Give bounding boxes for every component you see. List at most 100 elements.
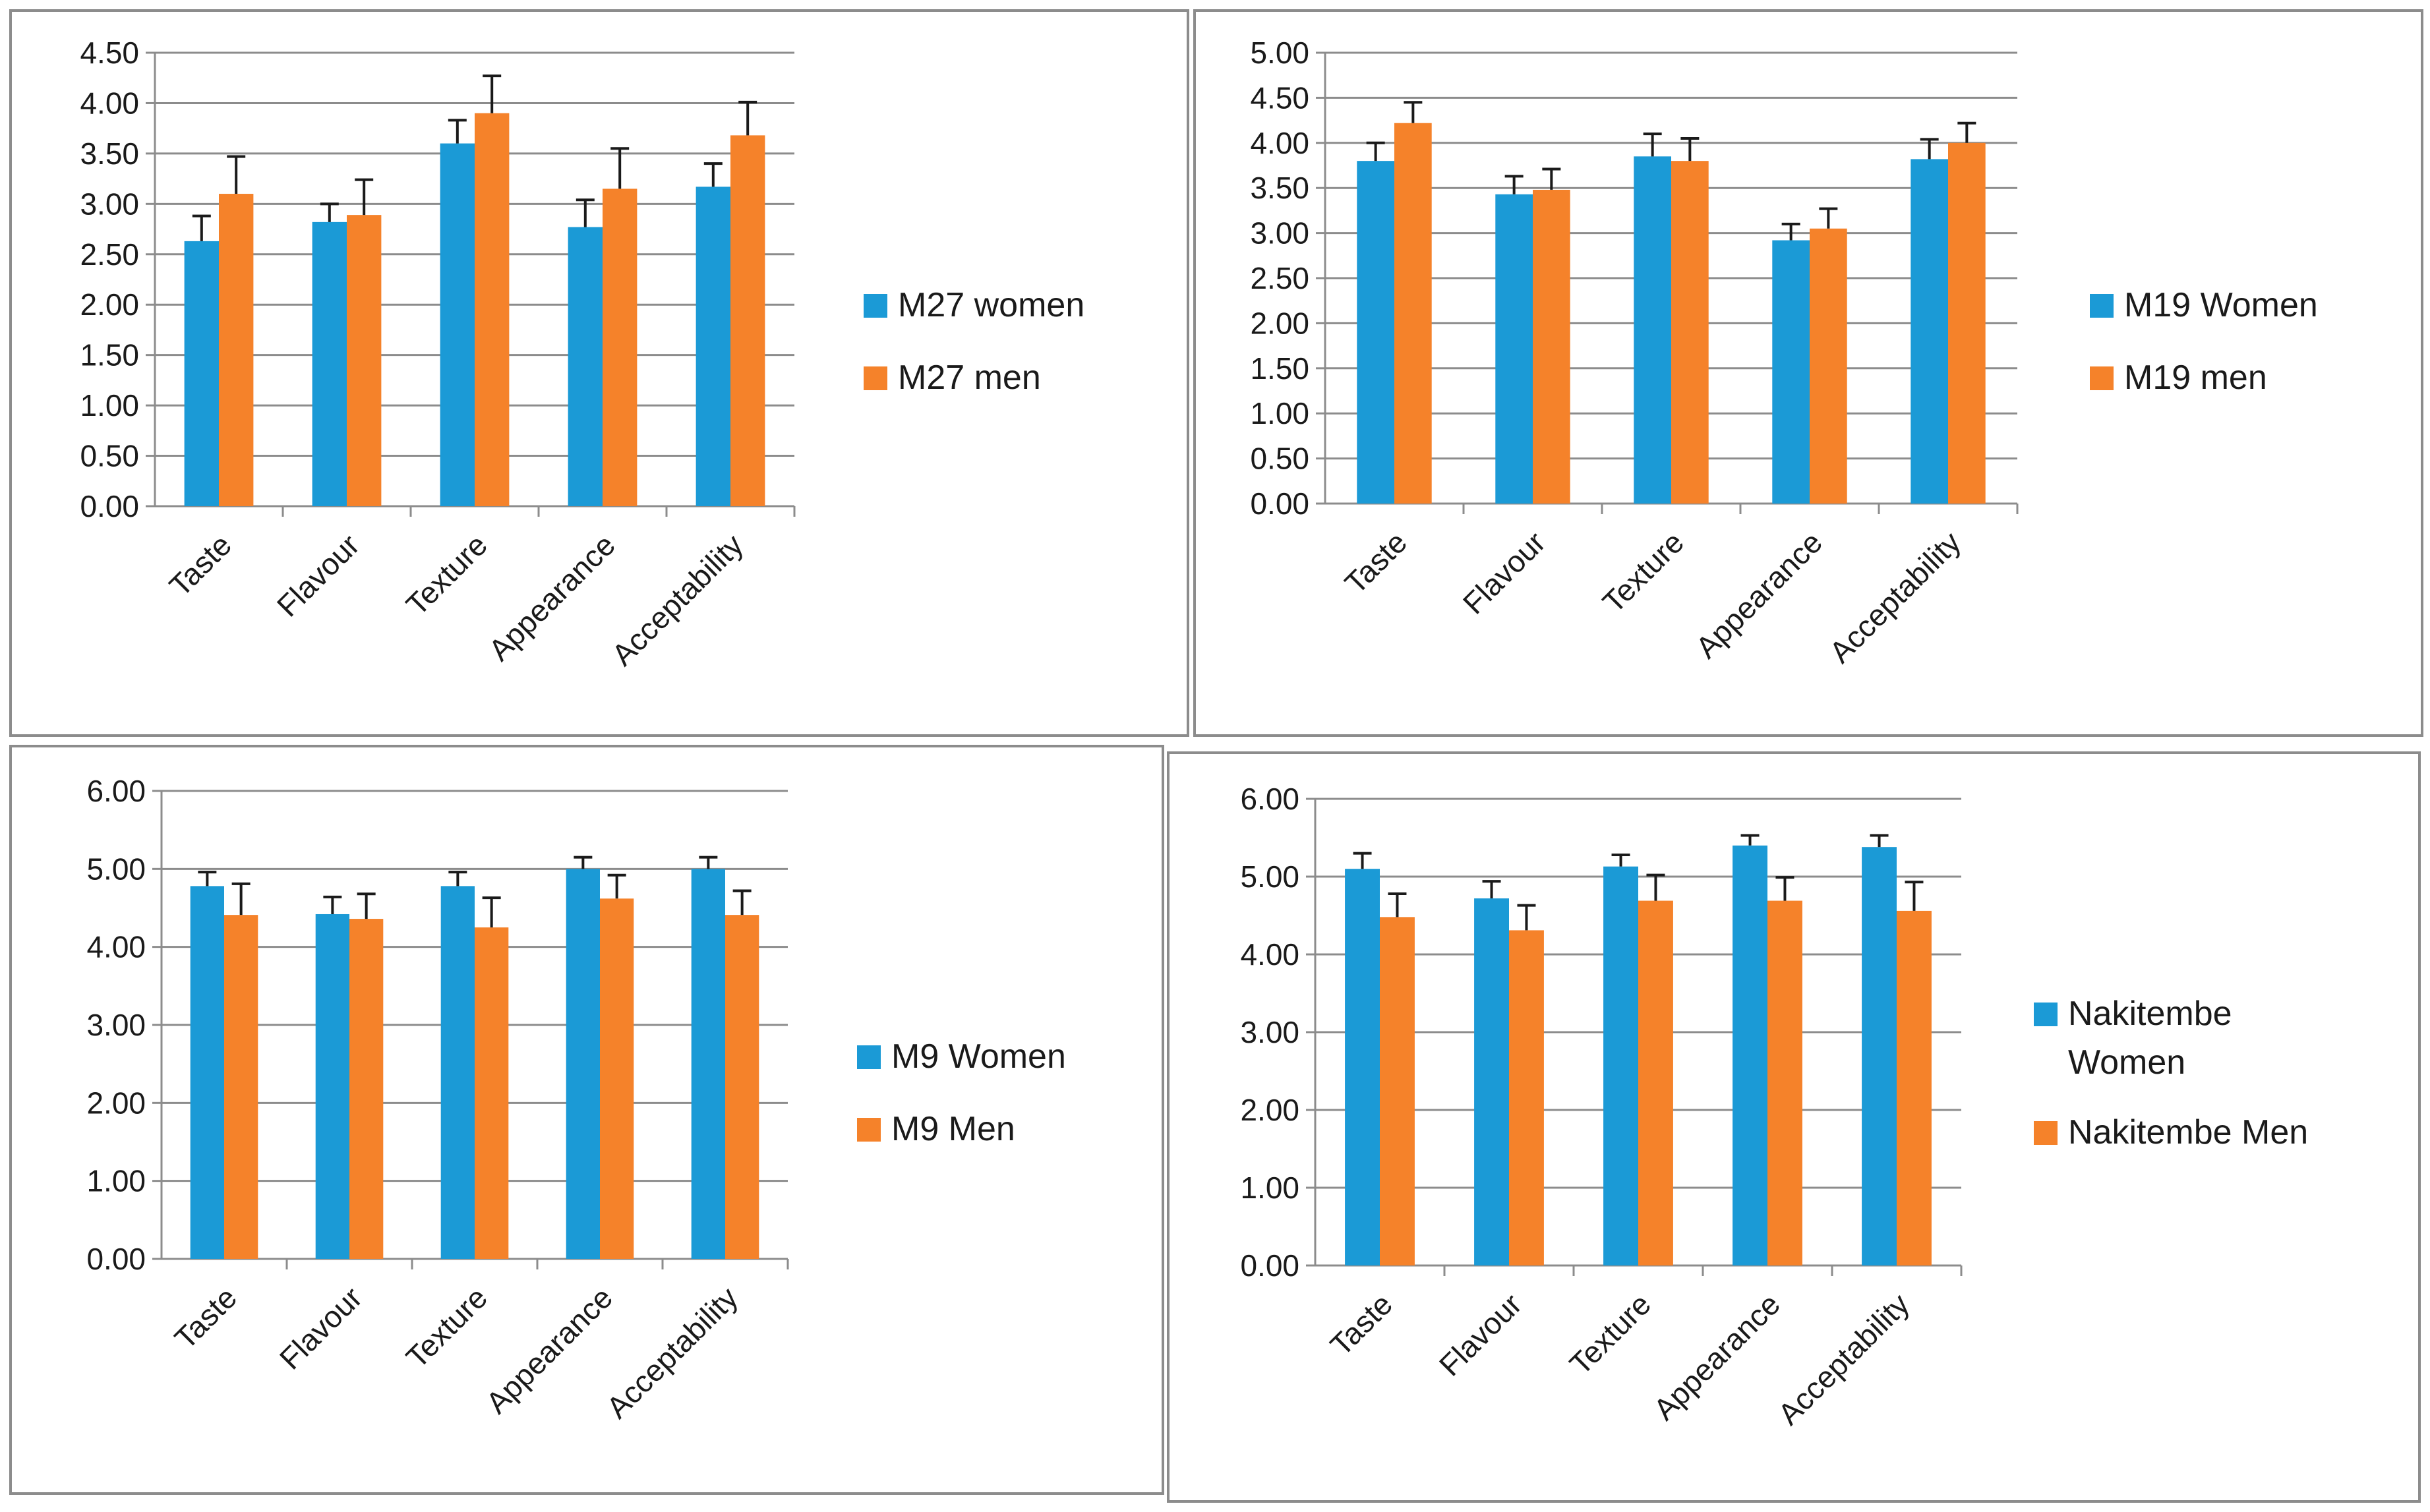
error-bar bbox=[1920, 138, 1939, 160]
error-bar bbox=[1366, 141, 1385, 161]
y-tick-label: 6.00 bbox=[86, 774, 146, 808]
error-bar bbox=[1870, 834, 1889, 848]
legend-swatch bbox=[2090, 294, 2114, 318]
error-bar bbox=[1957, 121, 1976, 143]
bar-nakitembe-women-taste bbox=[1345, 869, 1380, 1265]
bar-nakitembe-men-texture bbox=[1638, 900, 1673, 1265]
error-bar bbox=[1404, 101, 1423, 123]
y-tick-label: 4.50 bbox=[80, 36, 139, 70]
legend-label: M19 Women bbox=[2124, 286, 2318, 324]
bar-nakitembe-men-appearance bbox=[1767, 900, 1802, 1265]
legend-label: M9 Women bbox=[891, 1037, 1066, 1076]
bar-m19-men-texture bbox=[1671, 161, 1709, 504]
error-bar bbox=[227, 155, 246, 194]
error-bar bbox=[1504, 175, 1524, 194]
error-bar bbox=[483, 74, 502, 113]
legend-label-line: M9 Men bbox=[891, 1110, 1015, 1148]
legend-swatch bbox=[857, 1045, 881, 1069]
bar-m19-women-acceptability bbox=[1911, 159, 1948, 504]
legend-label-line: M19 Women bbox=[2124, 286, 2318, 324]
error-bar bbox=[607, 873, 626, 899]
bar-m19-women-flavour bbox=[1495, 194, 1533, 504]
legend-swatch bbox=[2034, 1003, 2058, 1026]
y-tick-label: 2.00 bbox=[1240, 1093, 1299, 1127]
legend-label-line: M27 women bbox=[898, 286, 1084, 324]
y-tick-label: 3.00 bbox=[80, 187, 139, 221]
error-bar bbox=[231, 882, 251, 916]
bar-m9-men-taste bbox=[224, 915, 258, 1259]
bar-m19-women-taste bbox=[1357, 161, 1394, 504]
legend-label: Nakitembe Men bbox=[2068, 1113, 2308, 1151]
error-bar bbox=[1680, 136, 1700, 161]
bar-m27-men-taste bbox=[219, 194, 254, 506]
y-tick-label: 1.00 bbox=[1240, 1171, 1299, 1205]
y-tick-label: 0.50 bbox=[80, 439, 139, 473]
bar-m19-women-texture bbox=[1634, 156, 1671, 504]
y-tick-label: 2.50 bbox=[1250, 261, 1309, 295]
error-bar bbox=[1775, 876, 1794, 901]
error-bar bbox=[610, 147, 630, 189]
y-tick-label: 0.50 bbox=[1250, 442, 1309, 476]
bar-m19-men-acceptability bbox=[1948, 142, 1986, 504]
bar-nakitembe-women-flavour bbox=[1474, 898, 1509, 1265]
error-bar bbox=[1388, 892, 1407, 917]
bar-nakitembe-women-appearance bbox=[1733, 845, 1767, 1265]
legend-label: M27 women bbox=[898, 286, 1084, 324]
y-tick-label: 2.50 bbox=[80, 237, 139, 272]
bar-m27-men-texture bbox=[475, 113, 510, 506]
bar-m19-women-appearance bbox=[1772, 240, 1810, 504]
y-tick-label: 4.00 bbox=[1240, 937, 1299, 972]
error-bar bbox=[1482, 880, 1501, 899]
y-tick-label: 3.50 bbox=[80, 136, 139, 171]
bar-m27-women-texture bbox=[440, 143, 475, 507]
y-tick-label: 2.00 bbox=[80, 287, 139, 322]
bar-m9-women-taste bbox=[190, 886, 224, 1259]
y-tick-label: 4.00 bbox=[1250, 126, 1309, 160]
error-bar bbox=[1643, 132, 1662, 157]
legend-label-line: M19 men bbox=[2124, 359, 2267, 397]
bar-m9-men-flavour bbox=[349, 919, 384, 1259]
bar-m27-women-taste bbox=[184, 241, 219, 506]
y-tick-label: 1.00 bbox=[86, 1164, 146, 1198]
y-tick-label: 2.00 bbox=[1250, 306, 1309, 340]
y-tick-label: 6.00 bbox=[1240, 782, 1299, 816]
error-bar bbox=[448, 871, 467, 887]
error-bar bbox=[1740, 834, 1760, 846]
legend-label-line: M27 men bbox=[898, 359, 1041, 397]
y-tick-label: 5.00 bbox=[1250, 36, 1309, 70]
error-bar bbox=[355, 178, 374, 216]
bar-m27-women-acceptability bbox=[696, 187, 730, 506]
y-tick-label: 5.00 bbox=[1240, 859, 1299, 894]
y-tick-label: 0.00 bbox=[86, 1242, 146, 1276]
bar-m27-men-acceptability bbox=[730, 135, 765, 506]
y-tick-label: 0.00 bbox=[80, 489, 139, 523]
legend-label-line: M9 Women bbox=[891, 1037, 1066, 1076]
y-tick-label: 2.00 bbox=[86, 1086, 146, 1120]
error-bar bbox=[738, 100, 757, 136]
y-tick-label: 0.00 bbox=[1250, 486, 1309, 521]
legend-swatch bbox=[2034, 1121, 2058, 1145]
bar-nakitembe-men-flavour bbox=[1509, 930, 1544, 1265]
y-tick-label: 3.00 bbox=[1240, 1015, 1299, 1049]
error-bar bbox=[192, 214, 211, 241]
y-tick-label: 4.00 bbox=[80, 86, 139, 120]
error-bar bbox=[1542, 167, 1561, 190]
bar-m9-men-appearance bbox=[600, 898, 634, 1259]
error-bar bbox=[703, 162, 723, 187]
legend-label: M9 Men bbox=[891, 1110, 1015, 1148]
bar-m19-men-taste bbox=[1394, 123, 1432, 504]
bar-m27-women-appearance bbox=[568, 227, 603, 506]
y-tick-label: 0.00 bbox=[1240, 1248, 1299, 1283]
error-bar bbox=[198, 871, 217, 887]
bar-m9-women-texture bbox=[440, 886, 475, 1259]
error-bar bbox=[320, 202, 339, 222]
y-tick-label: 1.00 bbox=[1250, 396, 1309, 430]
legend-swatch bbox=[857, 1118, 881, 1142]
legend-swatch bbox=[864, 294, 887, 318]
bar-m27-men-flavour bbox=[347, 215, 382, 506]
error-bar bbox=[732, 889, 752, 916]
bar-m9-women-acceptability bbox=[691, 869, 725, 1259]
error-bar bbox=[1517, 904, 1536, 931]
